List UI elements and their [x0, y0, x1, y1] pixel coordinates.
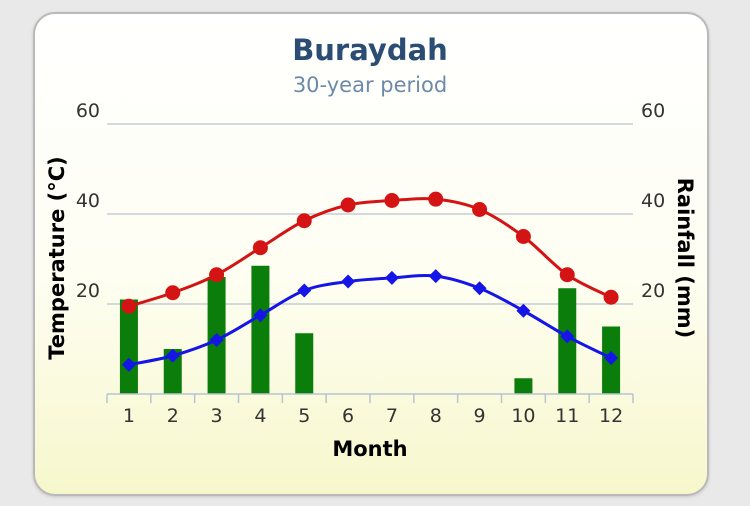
y-left-tick-label: 60 [76, 100, 100, 122]
y-right-tick-label: 20 [641, 280, 665, 302]
x-tick-label: 2 [167, 405, 179, 427]
grid-lines [107, 123, 633, 305]
chart-title: Buraydah [292, 33, 448, 67]
x-tick-label: 3 [211, 405, 223, 427]
rainfall-bar [514, 378, 533, 394]
data-point [384, 193, 400, 208]
x-tick-label: 12 [599, 405, 623, 427]
data-point [209, 267, 225, 283]
temperature-line-1 [128, 197, 612, 308]
temperature-lines [121, 191, 619, 372]
chart-subtitle: 30-year period [293, 73, 447, 97]
data-point [341, 274, 356, 289]
y-left-tick-label: 40 [76, 190, 100, 212]
data-point [252, 240, 268, 256]
y-right-tick-label: 60 [641, 100, 665, 122]
data-point [253, 308, 268, 323]
rainfall-bar [251, 265, 270, 394]
data-point [165, 285, 181, 301]
data-point [603, 289, 619, 305]
rainfall-bar [295, 333, 314, 394]
x-tick-label: 1 [123, 405, 135, 427]
y-axis-left-title: Temperature (°C) [45, 156, 69, 359]
x-axis-title: Month [332, 437, 407, 461]
data-point [297, 283, 312, 298]
data-point [165, 348, 180, 363]
y-right-tick-label: 40 [641, 190, 665, 212]
data-point [516, 303, 531, 318]
data-point [559, 267, 575, 283]
x-tick-label: 11 [555, 405, 579, 427]
data-point [428, 191, 444, 207]
data-point [209, 333, 224, 347]
x-tick-label: 7 [386, 405, 398, 427]
data-point [340, 197, 356, 213]
data-point [472, 281, 487, 296]
data-point [121, 357, 136, 372]
data-point [428, 269, 443, 284]
data-point [560, 329, 575, 344]
x-tick-label: 9 [474, 405, 486, 427]
rainfall-bar [163, 349, 182, 394]
x-tick-label: 4 [254, 405, 266, 427]
data-point [384, 270, 399, 285]
data-point [515, 229, 531, 244]
data-point [604, 351, 619, 365]
x-tick-label: 8 [430, 405, 442, 427]
x-tick-label: 10 [511, 405, 535, 427]
x-tick-label: 6 [342, 405, 354, 427]
data-point [472, 202, 488, 217]
y-left-tick-label: 20 [76, 280, 100, 302]
data-point [121, 298, 137, 314]
y-axis-right-title: Rainfall (mm) [673, 178, 697, 338]
temperature-line-2 [128, 274, 612, 367]
rainfall-bar [119, 299, 138, 394]
x-tick-label: 5 [298, 405, 310, 427]
data-point [296, 213, 312, 229]
chart-card [33, 12, 709, 496]
